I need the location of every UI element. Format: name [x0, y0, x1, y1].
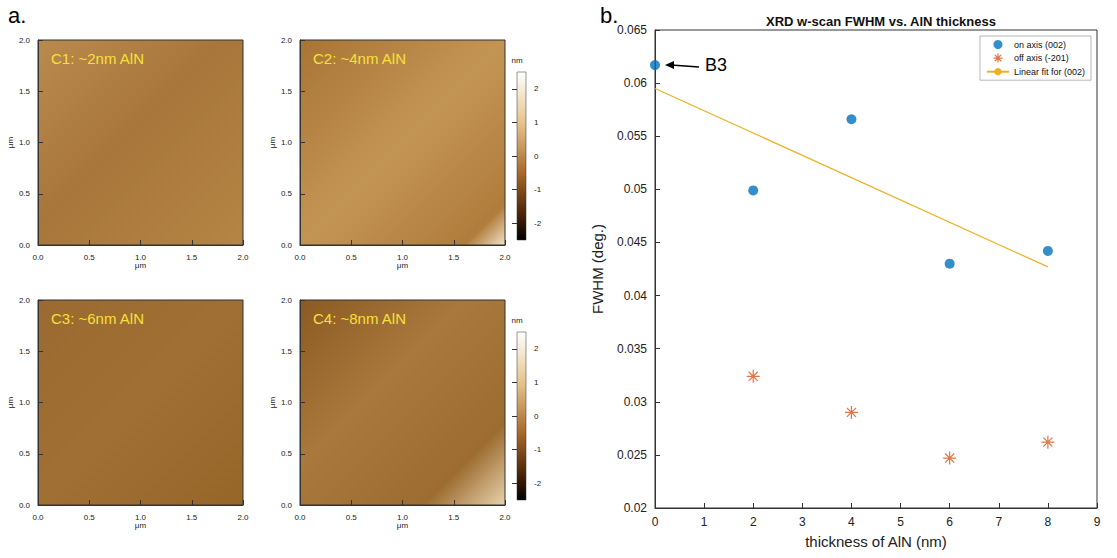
- svg-text:1.5: 1.5: [186, 253, 198, 262]
- svg-text:2.0: 2.0: [281, 296, 293, 305]
- svg-text:2.0: 2.0: [499, 513, 511, 522]
- svg-text:0.5: 0.5: [84, 513, 96, 522]
- svg-text:0.5: 0.5: [19, 449, 31, 458]
- svg-text:1.5: 1.5: [281, 87, 293, 96]
- svg-text:0.035: 0.035: [617, 342, 647, 356]
- svg-text:C2: ~4nm AlN: C2: ~4nm AlN: [313, 50, 406, 67]
- svg-text:μm: μm: [6, 397, 15, 409]
- svg-text:0.0: 0.0: [19, 241, 31, 250]
- svg-text:0.0: 0.0: [281, 241, 293, 250]
- svg-text:1.5: 1.5: [281, 347, 293, 356]
- svg-text:1.5: 1.5: [19, 87, 31, 96]
- svg-text:6: 6: [946, 515, 953, 529]
- svg-text:nm: nm: [511, 316, 522, 325]
- svg-text:4: 4: [848, 515, 855, 529]
- svg-text:XRD w-scan FWHM vs. AlN thickn: XRD w-scan FWHM vs. AlN thickness: [766, 14, 996, 29]
- svg-text:0.0: 0.0: [19, 501, 31, 510]
- svg-text:2.0: 2.0: [237, 253, 249, 262]
- svg-text:1.0: 1.0: [19, 398, 31, 407]
- svg-text:μm: μm: [268, 137, 277, 149]
- svg-text:0.5: 0.5: [281, 449, 293, 458]
- svg-text:0.0: 0.0: [294, 513, 306, 522]
- svg-text:9: 9: [1094, 515, 1101, 529]
- svg-text:0.055: 0.055: [617, 129, 647, 143]
- svg-text:off axis (-201): off axis (-201): [1014, 53, 1069, 63]
- svg-text:0.5: 0.5: [19, 189, 31, 198]
- svg-text:-2: -2: [534, 479, 542, 488]
- svg-text:0.0: 0.0: [32, 253, 44, 262]
- svg-text:1.5: 1.5: [186, 513, 198, 522]
- svg-text:8: 8: [1045, 515, 1052, 529]
- svg-text:0.5: 0.5: [346, 253, 358, 262]
- svg-text:2.0: 2.0: [19, 296, 31, 305]
- svg-text:0.04: 0.04: [624, 289, 648, 303]
- svg-text:1.5: 1.5: [448, 513, 460, 522]
- svg-text:0.0: 0.0: [294, 253, 306, 262]
- svg-text:5: 5: [897, 515, 904, 529]
- svg-text:1.0: 1.0: [397, 513, 409, 522]
- svg-text:thickness of AlN (nm): thickness of AlN (nm): [805, 533, 947, 550]
- svg-text:1.0: 1.0: [281, 398, 293, 407]
- svg-text:-2: -2: [534, 219, 542, 228]
- svg-text:a.: a.: [8, 3, 26, 28]
- svg-text:2: 2: [534, 344, 539, 353]
- svg-text:nm: nm: [511, 56, 522, 65]
- svg-text:0: 0: [534, 412, 539, 421]
- svg-text:μm: μm: [397, 261, 409, 270]
- svg-text:1: 1: [701, 515, 708, 529]
- svg-text:0.5: 0.5: [281, 189, 293, 198]
- svg-text:μm: μm: [135, 261, 147, 270]
- svg-text:μm: μm: [135, 521, 147, 530]
- svg-text:0.5: 0.5: [84, 253, 96, 262]
- svg-text:0.02: 0.02: [624, 501, 648, 515]
- svg-text:μm: μm: [6, 137, 15, 149]
- svg-text:0.5: 0.5: [346, 513, 358, 522]
- svg-text:1.0: 1.0: [281, 138, 293, 147]
- svg-text:-1: -1: [534, 445, 542, 454]
- svg-text:C4: ~8nm AlN: C4: ~8nm AlN: [313, 310, 406, 327]
- svg-text:2.0: 2.0: [19, 36, 31, 45]
- svg-text:0.045: 0.045: [617, 235, 647, 249]
- svg-text:on axis (002): on axis (002): [1014, 40, 1066, 50]
- svg-text:0.03: 0.03: [624, 395, 648, 409]
- svg-text:B3: B3: [705, 55, 727, 75]
- svg-text:-1: -1: [534, 185, 542, 194]
- svg-text:7: 7: [995, 515, 1002, 529]
- svg-text:1: 1: [534, 378, 539, 387]
- svg-text:1.5: 1.5: [448, 253, 460, 262]
- svg-text:0: 0: [652, 515, 659, 529]
- svg-text:1: 1: [534, 118, 539, 127]
- svg-text:2: 2: [750, 515, 757, 529]
- svg-text:2.0: 2.0: [281, 36, 293, 45]
- svg-text:1.0: 1.0: [135, 253, 147, 262]
- svg-text:3: 3: [799, 515, 806, 529]
- svg-text:0.0: 0.0: [32, 513, 44, 522]
- svg-text:0.05: 0.05: [624, 182, 648, 196]
- svg-text:1.5: 1.5: [19, 347, 31, 356]
- svg-text:C3: ~6nm AlN: C3: ~6nm AlN: [51, 310, 144, 327]
- svg-text:0.025: 0.025: [617, 448, 647, 462]
- svg-text:1.0: 1.0: [397, 253, 409, 262]
- svg-text:2.0: 2.0: [237, 513, 249, 522]
- svg-text:C1: ~2nm AlN: C1: ~2nm AlN: [51, 50, 144, 67]
- svg-text:2: 2: [534, 84, 539, 93]
- svg-text:1.0: 1.0: [19, 138, 31, 147]
- svg-text:μm: μm: [397, 521, 409, 530]
- svg-text:FWHM (deg.): FWHM (deg.): [589, 224, 606, 314]
- svg-text:μm: μm: [268, 397, 277, 409]
- svg-text:0.06: 0.06: [624, 76, 648, 90]
- svg-text:0.0: 0.0: [281, 501, 293, 510]
- svg-text:0.065: 0.065: [617, 23, 647, 37]
- svg-text:2.0: 2.0: [499, 253, 511, 262]
- svg-text:b.: b.: [600, 3, 618, 28]
- svg-text:0: 0: [534, 152, 539, 161]
- svg-text:1.0: 1.0: [135, 513, 147, 522]
- svg-text:Linear fit for (002): Linear fit for (002): [1014, 67, 1085, 77]
